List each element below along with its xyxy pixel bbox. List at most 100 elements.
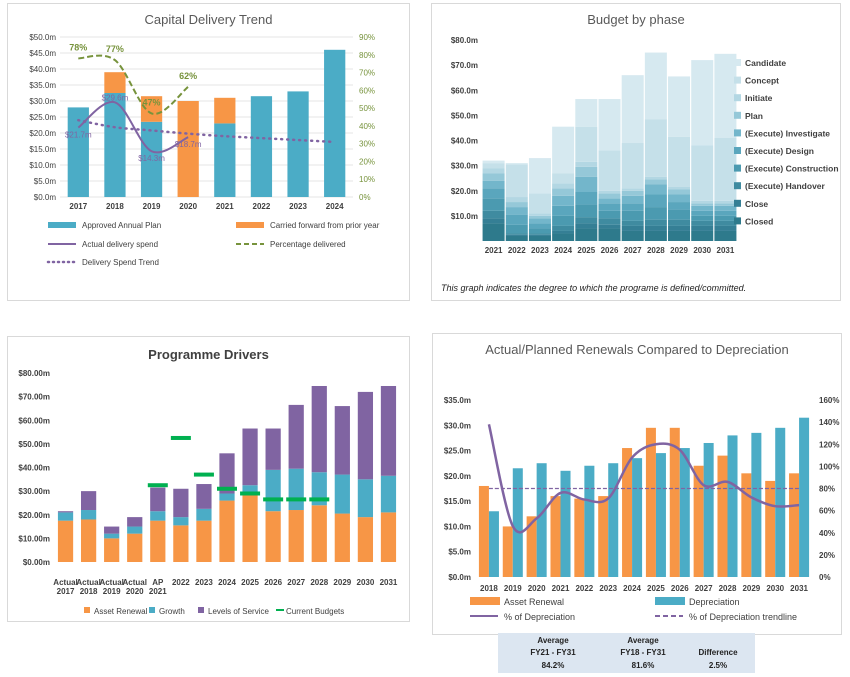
y2-tick-label: 0%: [819, 573, 831, 582]
y2-tick-label: 30%: [359, 140, 375, 149]
y-tick-label: $15.0m: [29, 145, 56, 154]
y-tick-label: $15.0m: [444, 497, 471, 506]
x-tick-label: 2019: [504, 584, 522, 593]
y2-tick-label: 0%: [359, 193, 371, 202]
bar-segment-growth: [219, 493, 235, 501]
x-tick-label: 2025: [577, 246, 595, 255]
y-tick-label: $40.0m: [451, 137, 478, 146]
legend-label: Asset Renewal: [504, 597, 564, 607]
legend-label: (Execute) Construction: [745, 164, 839, 174]
x-tick-label: 2019: [103, 587, 121, 596]
x-tick-label: 2028: [719, 584, 737, 593]
y-tick-label: $20.0m: [444, 472, 471, 481]
x-tick-label: 2018: [80, 587, 98, 596]
x-tick-label: 2020: [528, 584, 546, 593]
y2-tick-label: 80%: [359, 51, 375, 60]
x-tick-label: 2022: [253, 202, 271, 211]
legend-label: Growth: [159, 607, 185, 616]
bar-segment-plan: [598, 193, 621, 199]
data-label-percentage: 78%: [69, 42, 87, 52]
y-tick-label: $10.0m: [29, 161, 56, 170]
bar-segment-plan: [505, 202, 528, 208]
bar-segment-initiate: [482, 168, 505, 174]
bar-segment-closed: [575, 228, 598, 241]
bar-segment-close: [575, 223, 598, 229]
y-tick-label: $25.0m: [29, 113, 56, 122]
bar-segment-asset-renewal: [242, 494, 258, 562]
bar-segment-execute-handover: [528, 233, 551, 235]
x-tick-label: 2018: [480, 584, 498, 593]
bar-segment-concept: [598, 150, 621, 191]
bar-segment-levels-of-service: [150, 487, 166, 512]
bar-segment-execute-design: [668, 202, 691, 210]
y-tick-label: $70.00m: [18, 393, 50, 402]
x-tick-label: Actual: [99, 578, 123, 587]
bar-segment-growth: [334, 474, 350, 514]
y-tick-label: $30.0m: [444, 421, 471, 430]
legend-label: (Execute) Investigate: [745, 128, 830, 138]
bar-segment-execute-design: [644, 194, 667, 208]
bar-segment-asset-renewal: [104, 538, 120, 562]
chart-title: Budget by phase: [587, 12, 685, 27]
y2-tick-label: 100%: [819, 462, 839, 471]
bar-segment-concept: [505, 164, 528, 198]
bar-asset-renewal: [526, 516, 537, 577]
bar-segment-candidate: [621, 75, 644, 144]
y2-tick-label: 160%: [819, 396, 839, 405]
summary-table: Average FY21 - FY31 84.2% Average FY18 -…: [498, 633, 755, 673]
x-tick-label: 2024: [554, 246, 572, 255]
legend-label: Closed: [745, 216, 773, 226]
bar-segment-plan: [528, 215, 551, 219]
bar-segment-closed: [528, 235, 551, 241]
bar-segment-growth: [173, 517, 189, 526]
bar-asset-renewal: [622, 448, 633, 577]
legend-swatch: [734, 164, 741, 172]
summary-v3: 2.5%: [708, 661, 728, 670]
y2-tick-label: 90%: [359, 33, 375, 42]
legend-swatch: [48, 222, 76, 228]
data-label-percentage: 77%: [106, 44, 124, 54]
y2-tick-label: 20%: [359, 157, 375, 166]
bar-segment-execute-investigate: [644, 184, 667, 195]
bar-segment-initiate: [552, 183, 575, 189]
bar-segment-plan: [668, 189, 691, 195]
bar-segment-concept: [575, 126, 598, 162]
bar-depreciation: [655, 453, 666, 577]
bar-segment-asset-renewal: [127, 533, 143, 562]
bar-asset-renewal: [502, 526, 513, 577]
y2-tick-label: 70%: [359, 69, 375, 78]
bar-segment-levels-of-service: [311, 385, 327, 473]
x-tick-label: 2028: [647, 246, 665, 255]
bar-segment-execute-construction: [714, 215, 737, 221]
bar-segment-execute-handover: [482, 210, 505, 219]
bar-segment-levels-of-service: [80, 491, 97, 511]
bar-segment-candidate: [691, 60, 714, 146]
bar-segment-closed: [714, 230, 737, 241]
bar-segment-plan: [691, 203, 714, 206]
legend-label: Delivery Spend Trend: [82, 258, 159, 267]
bar-segment-candidate: [575, 99, 598, 127]
bar-asset-renewal: [550, 496, 561, 577]
legend-label: Approved Annual Plan: [82, 221, 161, 230]
bar-segment-concept: [482, 163, 505, 169]
bar-segment-execute-design: [621, 203, 644, 211]
y-tick-label: $30.0m: [451, 162, 478, 171]
summary-h1b: FY21 - FY31: [530, 648, 576, 657]
legend-swatch: [734, 182, 741, 190]
legend-label: Percentage delivered: [270, 240, 346, 249]
bar-segment-execute-investigate: [528, 218, 551, 224]
bar-segment-levels-of-service: [334, 406, 350, 475]
marker-current-budget: [309, 497, 330, 502]
bar-segment-asset-renewal: [288, 510, 304, 562]
bar-segment-execute-investigate: [505, 207, 528, 215]
x-tick-label: 2026: [671, 584, 689, 593]
x-tick-label: 2024: [623, 584, 641, 593]
y-tick-label: $40.00m: [18, 464, 50, 473]
bar-segment-initiate: [575, 161, 598, 167]
legend-label: Carried forward from prior year: [270, 221, 380, 230]
bar-segment-growth: [288, 468, 304, 511]
y2-tick-label: 60%: [819, 507, 835, 516]
bar-segment-plan: [575, 166, 598, 177]
bar-segment-growth: [150, 511, 166, 521]
bar-asset-renewal: [669, 427, 680, 577]
